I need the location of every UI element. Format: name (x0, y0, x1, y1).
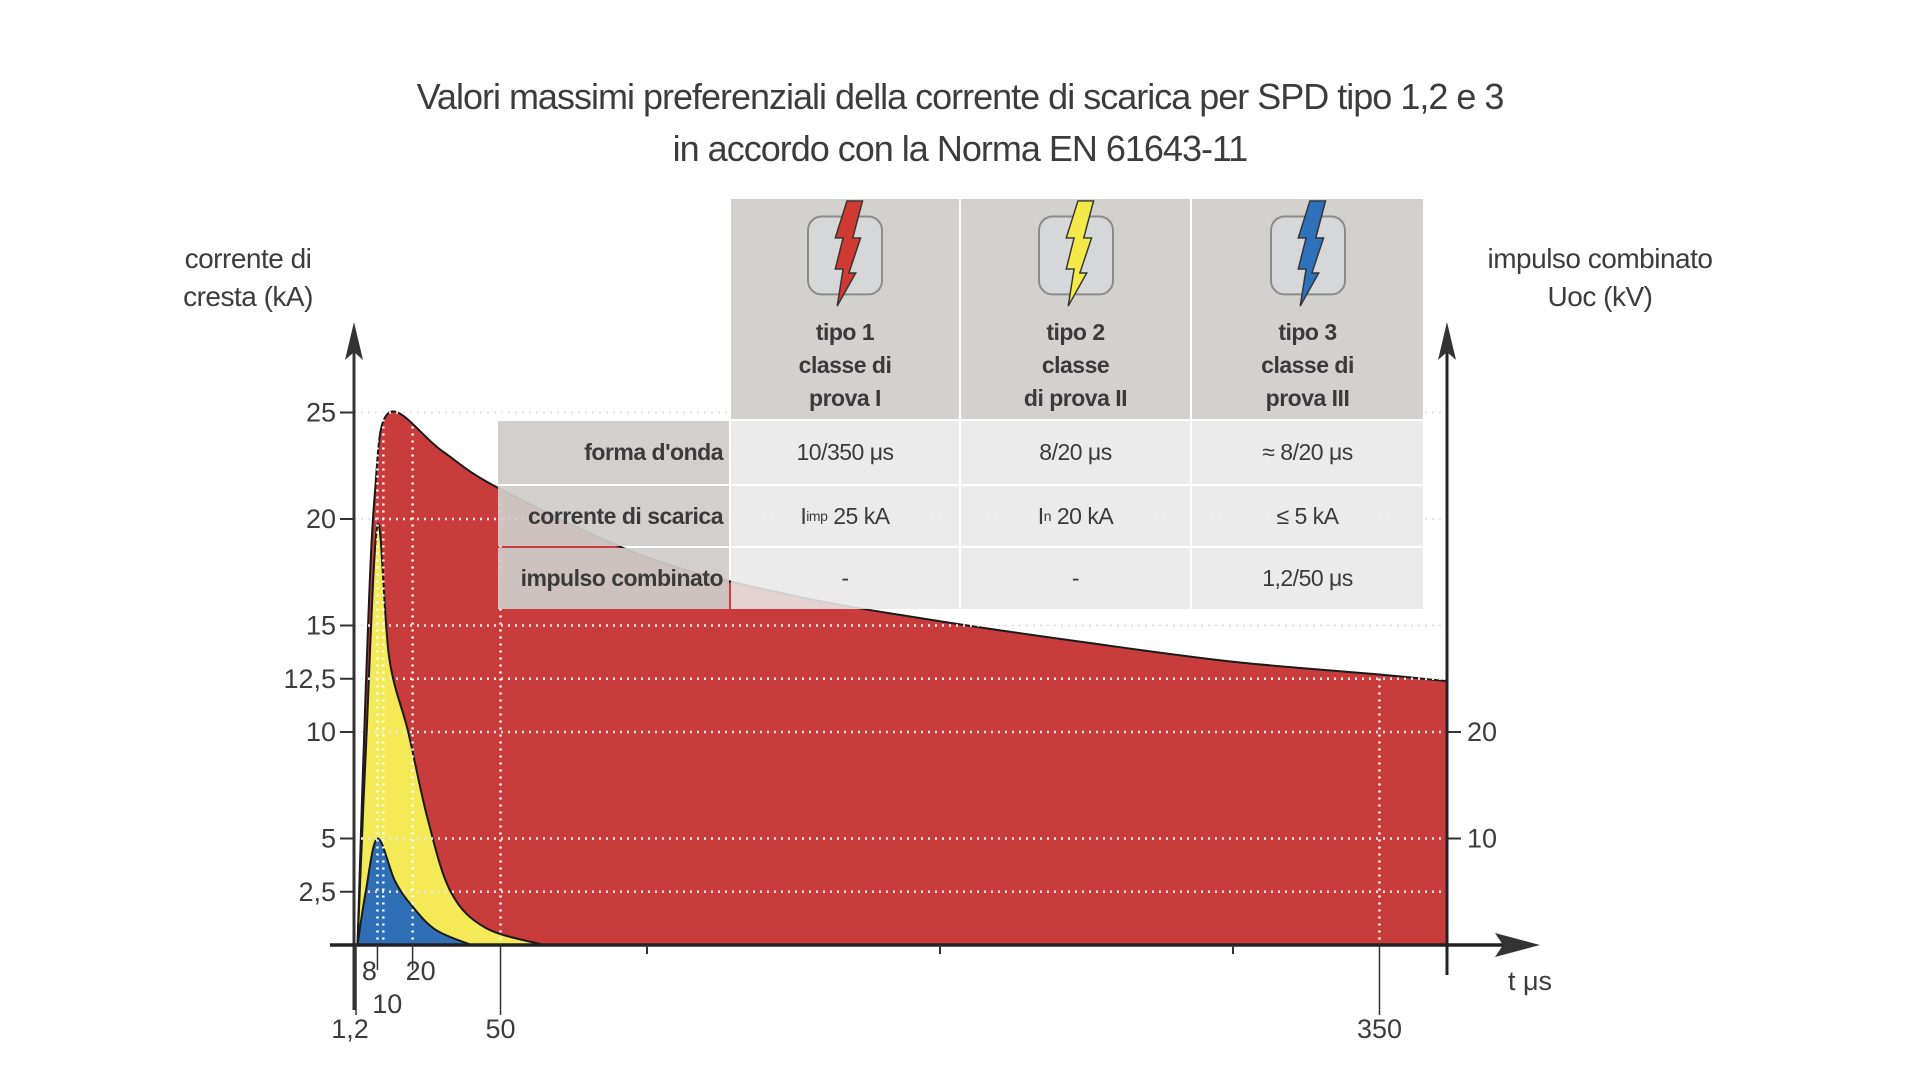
x-tick-label: 50 (485, 1014, 515, 1044)
x-tick-label: 8 (362, 956, 377, 986)
x-axis-arrow (1495, 933, 1540, 957)
header-line: prova I (809, 385, 881, 411)
x-tick-label: 350 (1357, 1014, 1402, 1044)
header-tipo-1: tipo 1 classe di prova I (731, 199, 959, 419)
y-tick-label: 2,5 (298, 877, 336, 907)
header-line: di prova II (1023, 385, 1128, 411)
chart-title-line2: in accordo con la Norma EN 61643-11 (672, 128, 1249, 169)
subscript: n (1043, 508, 1052, 524)
y2-tick-label: 10 (1467, 824, 1497, 854)
header-line: classe di (1261, 352, 1354, 378)
cell-impulso-tipo3: 1,2/50 μs (1192, 548, 1423, 609)
symbol: I (800, 502, 807, 529)
y-axis-title: corrente di cresta (kA) (138, 240, 358, 316)
x-tick-label: 10 (372, 989, 402, 1019)
chart-title-line1: Valori massimi preferenziali della corre… (416, 76, 1505, 117)
blue-lightning-icon (1269, 200, 1346, 307)
cell-forma-onda-tipo2: 8/20 μs (961, 421, 1190, 484)
header-line: tipo 2 (1046, 319, 1105, 345)
y-tick-label: 20 (306, 504, 336, 534)
value: ≤ 5 kA (1276, 502, 1339, 529)
yellow-lightning-icon (1037, 200, 1114, 307)
cell-impulso-tipo2: - (961, 548, 1190, 609)
x-axis-title: t μs (1508, 966, 1552, 996)
value: 20 kA (1050, 502, 1114, 529)
x-tick-label: 20 (406, 956, 436, 986)
cell-impulso-tipo1: - (731, 548, 959, 609)
y-tick-label: 5 (321, 824, 336, 854)
red-lightning-icon (807, 200, 883, 307)
y2-axis-title: impulso combinato Uoc (kV) (1460, 240, 1740, 316)
y-tick-label: 15 (306, 611, 336, 641)
x-tick-label: 1,2 (331, 1014, 369, 1044)
header-tipo-2: tipo 2 classe di prova II (961, 199, 1190, 419)
y-tick-label: 12,5 (283, 664, 336, 694)
cell-forma-onda-tipo3: ≈ 8/20 μs (1192, 421, 1423, 484)
y2-tick-label: 20 (1467, 717, 1497, 747)
row-label-impulso-combinato: impulso combinato (498, 548, 729, 609)
header-line: tipo 3 (1278, 319, 1337, 345)
header-line: tipo 1 (815, 319, 875, 345)
y-axis-arrow (345, 322, 363, 360)
y-axis-title-text: corrente di cresta (kA) (183, 243, 313, 312)
subscript: imp (806, 508, 828, 524)
y2-axis-arrow (1438, 322, 1456, 360)
header-line: prova III (1265, 385, 1350, 411)
y-tick-label: 25 (306, 398, 336, 428)
value: 25 kA (827, 502, 890, 529)
symbol: I (1037, 502, 1044, 529)
cell-forma-onda-tipo1: 10/350 μs (731, 421, 959, 484)
header-tipo-3: tipo 3 classe di prova III (1192, 199, 1423, 419)
cell-corrente-tipo3: ≤ 5 kA (1192, 486, 1423, 546)
row-label-forma-onda: forma d'onda (498, 421, 729, 484)
y2-axis-title-text: impulso combinato Uoc (kV) (1487, 243, 1713, 312)
header-line: classe di (798, 352, 892, 378)
area-series-3 (356, 837, 472, 946)
spd-table: tipo 1 classe di prova I tipo 2 classe d… (498, 199, 1423, 609)
y-tick-label: 10 (306, 717, 336, 747)
row-label-corrente-scarica: corrente di scarica (498, 486, 729, 546)
header-line: classe (1041, 352, 1110, 378)
